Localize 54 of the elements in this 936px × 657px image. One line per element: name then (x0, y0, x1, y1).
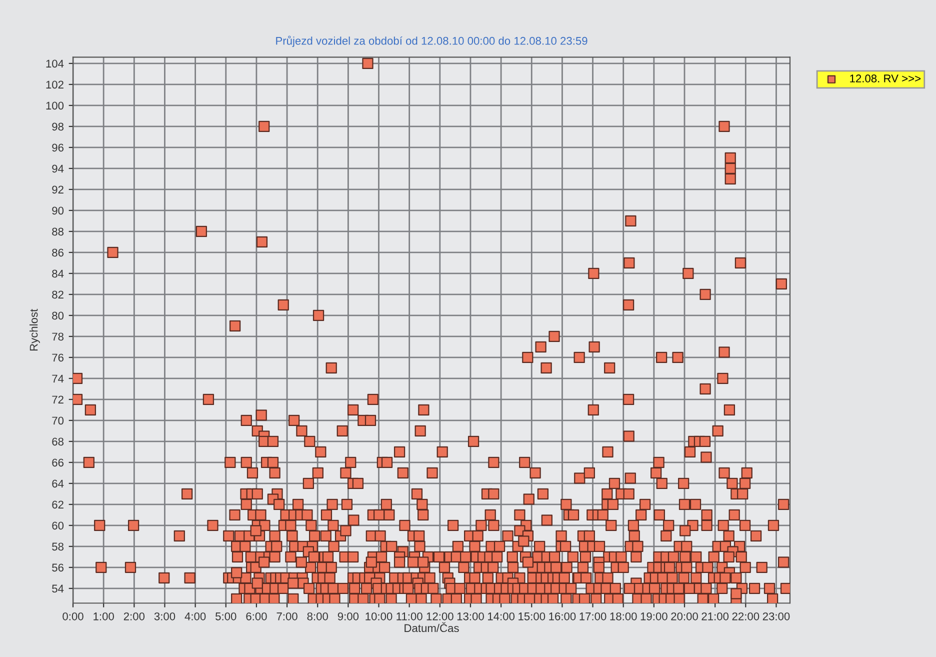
y-tick-label: 84 (52, 270, 64, 278)
legend-label: 12.08. RV >>> (850, 74, 920, 82)
y-tick-label: 64 (52, 480, 64, 488)
x-tick-label: 14:00 (488, 612, 515, 620)
y-tick-label: 90 (52, 206, 64, 215)
y-tick-label: 66 (52, 458, 64, 467)
x-tick-label: 7:00 (276, 612, 298, 620)
x-tick-label: 2:00 (124, 612, 145, 620)
y-tick-label: 100 (46, 102, 64, 110)
x-tick-label: 12:00 (426, 612, 454, 620)
x-tick-label: 13:00 (457, 612, 484, 620)
y-tick-label: 82 (52, 290, 64, 299)
x-tick-label: 15:00 (518, 612, 546, 620)
y-tick-label: 54 (52, 584, 64, 593)
y-tick-label: 94 (52, 164, 64, 173)
x-tick-label: 17:00 (580, 612, 606, 620)
x-tick-label: 23:00 (762, 612, 790, 620)
y-tick-label: 80 (52, 312, 64, 320)
x-tick-label: 21:00 (702, 612, 729, 620)
y-tick-label: 60 (52, 522, 64, 530)
y-tick-label: 86 (52, 248, 64, 257)
y-tick-label: 70 (52, 416, 64, 425)
x-tick-label: 5:00 (216, 612, 236, 620)
y-tick-label: 104 (46, 60, 64, 68)
x-tick-label: 9:00 (338, 612, 359, 620)
y-tick-label: 68 (52, 438, 64, 446)
x-tick-label: 18:00 (610, 612, 637, 620)
y-tick-label: 56 (52, 564, 64, 572)
y-tick-label: 92 (52, 186, 64, 194)
x-axis-title: Datum/Čas (404, 622, 459, 632)
y-tick-label: 98 (52, 122, 64, 131)
x-tick-label: 11:00 (396, 612, 422, 620)
y-tick-label: 96 (52, 144, 64, 152)
y-tick-label: 76 (52, 354, 64, 362)
x-tick-label: 10:00 (366, 612, 392, 620)
y-tick-label: 102 (46, 80, 64, 89)
x-tick-label: 8:00 (307, 612, 328, 620)
chart-title: Průjezd vozidel za období od 12.08.10 00:00 do 12.08.10 23:59 (276, 36, 588, 47)
x-tick-label: 6:00 (246, 612, 267, 620)
y-tick-label: 72 (52, 396, 64, 404)
y-axis-title: Rychlost (30, 308, 40, 351)
x-tick-label: 22:00 (732, 612, 760, 620)
x-tick-label: 20:00 (671, 612, 698, 620)
y-tick-label: 58 (52, 542, 64, 551)
y-tick-label: 74 (52, 374, 64, 382)
y-tick-label: 62 (52, 500, 64, 509)
x-tick-label: 3:00 (154, 612, 176, 620)
y-tick-label: 88 (52, 228, 64, 236)
x-tick-label: 16:00 (549, 612, 576, 620)
x-tick-label: 1:00 (94, 612, 114, 620)
x-tick-label: 19:00 (640, 612, 668, 620)
x-tick-label: 4:00 (184, 612, 206, 620)
x-tick-label: 0:00 (62, 612, 84, 620)
y-tick-label: 78 (52, 332, 64, 341)
